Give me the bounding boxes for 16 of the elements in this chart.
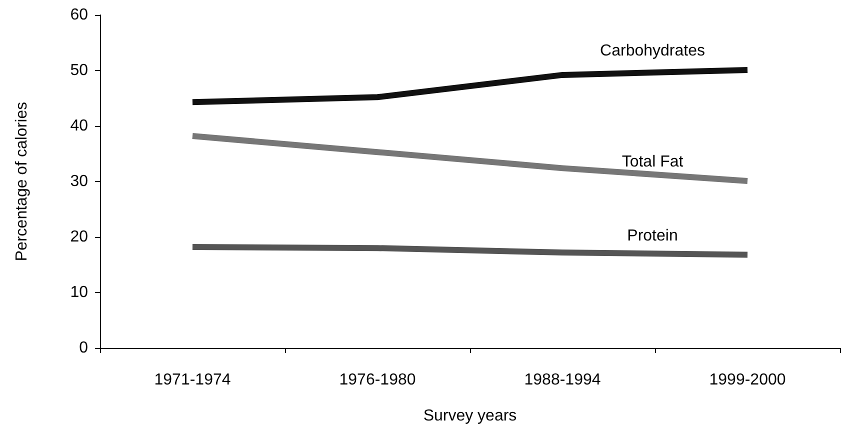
- y-tick-label: 20: [70, 228, 88, 246]
- y-tick-label: 40: [70, 118, 88, 134]
- series-label: Total Fat: [622, 153, 684, 170]
- x-tick-label: 1988-1994: [524, 372, 601, 388]
- x-tick-label: 1971-1974: [154, 372, 231, 388]
- series-label: Carbohydrates: [600, 42, 705, 60]
- y-tick-label: 50: [70, 62, 88, 79]
- y-tick-label: 10: [70, 284, 88, 301]
- y-tick-label: 60: [70, 6, 88, 24]
- x-axis-title: Survey years: [423, 408, 517, 424]
- series-label: Protein: [627, 227, 678, 244]
- x-tick-label: 1999-2000: [709, 372, 786, 388]
- y-tick-label: 0: [79, 340, 88, 356]
- x-tick-label: 1976-1980: [339, 372, 416, 388]
- y-axis-title: Percentage of calories: [14, 102, 30, 262]
- y-tick-label: 30: [70, 173, 88, 190]
